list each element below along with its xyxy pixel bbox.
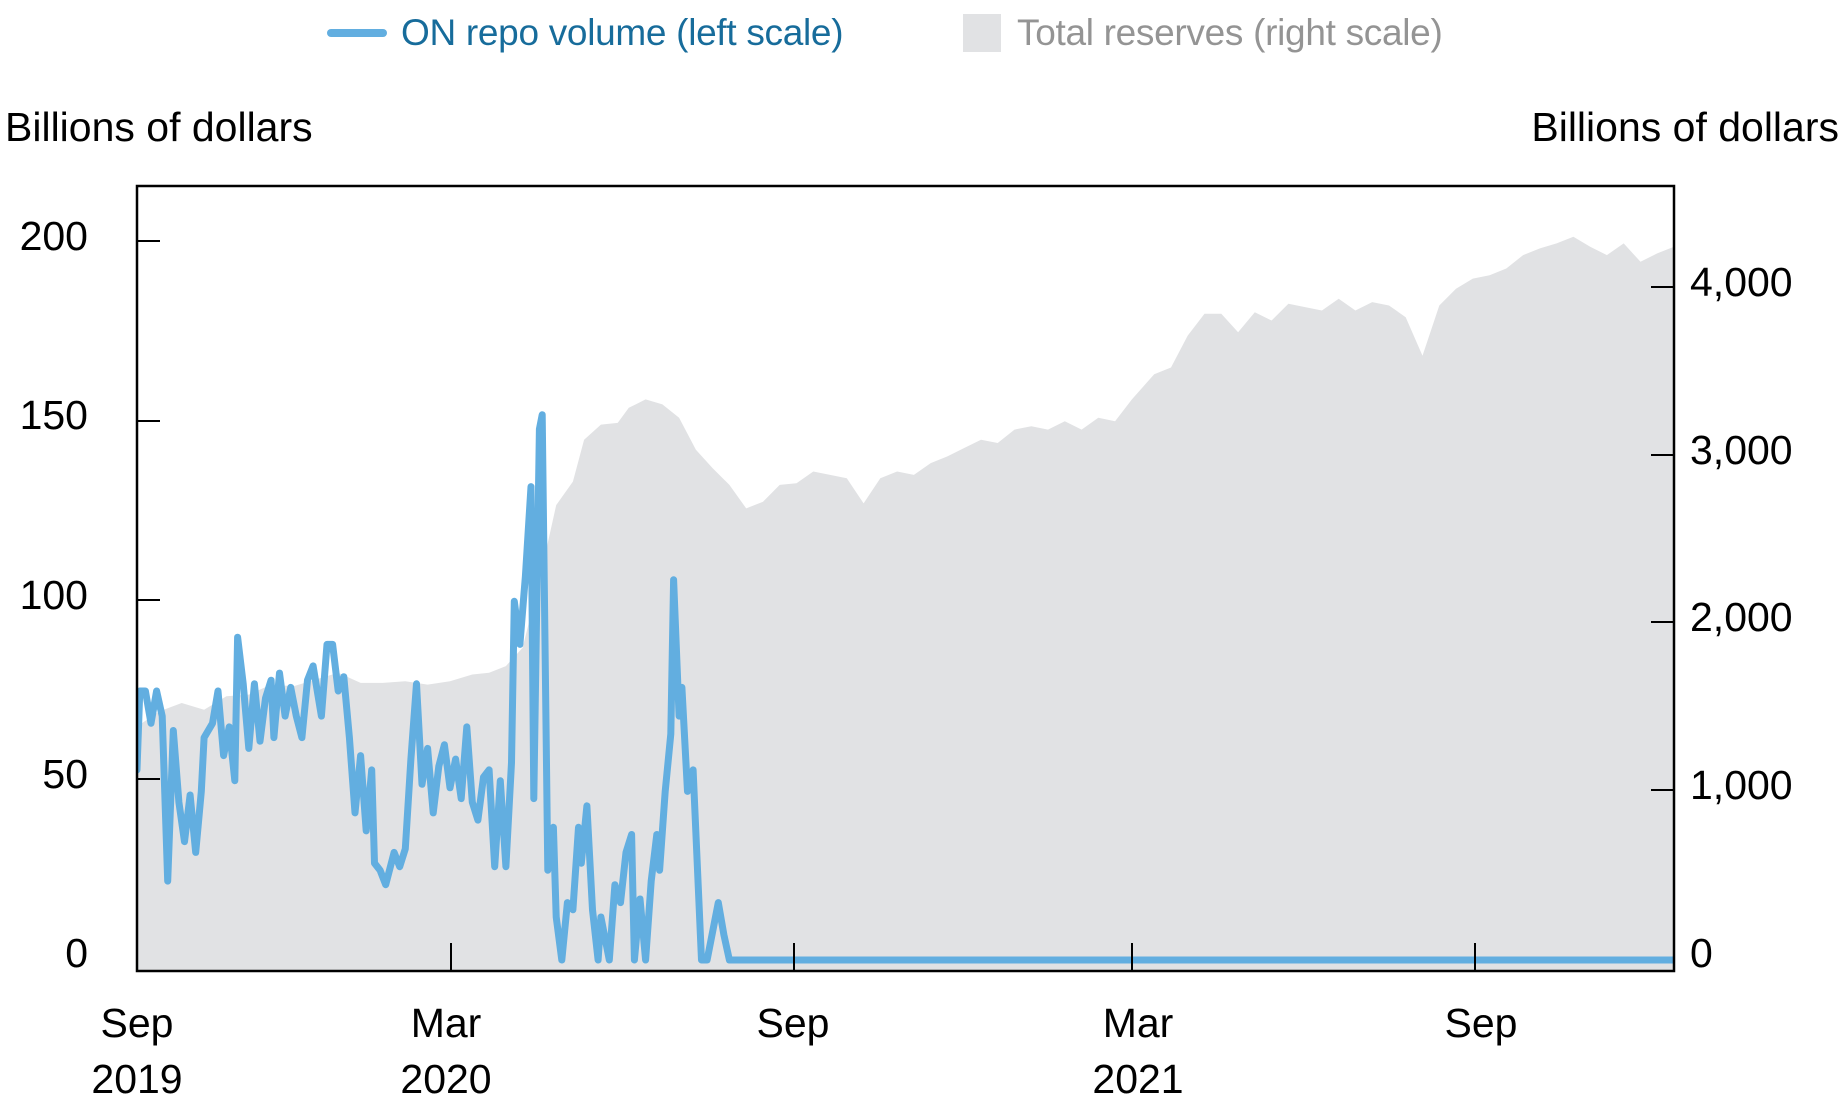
left-tick-200: 200: [19, 213, 88, 259]
x-tick-mar-2020: Mar 2020: [366, 995, 526, 1107]
right-tick-4000: 4,000: [1690, 259, 1793, 305]
x-axis-ticks: [450, 943, 1476, 971]
right-tick-3000: 3,000: [1690, 427, 1793, 473]
on-repo-volume-line: [137, 411, 1674, 964]
left-tick-150: 150: [19, 392, 88, 438]
legend-label-on-repo: ON repo volume (left scale): [401, 12, 844, 53]
left-tick-0: 0: [65, 930, 88, 976]
x-tick-sep-2021: Sep: [1401, 995, 1561, 1051]
left-axis-title: Billions of dollars: [5, 104, 313, 150]
x-tick-month: Sep: [756, 1000, 830, 1046]
plot-frame: [135, 184, 1676, 973]
left-tick-50: 50: [42, 751, 88, 797]
right-tick-0: 0: [1690, 930, 1713, 976]
x-tick-month: Mar: [1102, 1000, 1174, 1046]
x-tick-month: Mar: [410, 1000, 482, 1046]
left-axis-ticks: [137, 240, 160, 780]
x-tick-year: 2021: [1092, 1056, 1184, 1102]
line-swatch-icon: [327, 29, 387, 37]
right-axis-ticks: [1651, 286, 1674, 791]
x-tick-month: Sep: [1444, 1000, 1518, 1046]
x-tick-mar-2021: Mar 2021: [1058, 995, 1218, 1107]
total-reserves-area: [137, 236, 1674, 971]
chart-legend: ON repo volume (left scale) Total reserv…: [0, 8, 1841, 58]
x-tick-month: Sep: [100, 1000, 174, 1046]
left-tick-100: 100: [19, 572, 88, 618]
right-axis-title: Billions of dollars: [1531, 104, 1839, 150]
x-tick-sep-2020: Sep: [713, 995, 873, 1051]
x-tick-year: 2019: [91, 1056, 183, 1102]
legend-item-total-reserves: Total reserves (right scale): [963, 8, 1443, 58]
x-tick-year: 2020: [400, 1056, 492, 1102]
right-tick-1000: 1,000: [1690, 762, 1793, 808]
right-tick-2000: 2,000: [1690, 594, 1793, 640]
legend-label-total-reserves: Total reserves (right scale): [1017, 12, 1443, 53]
x-tick-sep-2019: Sep 2019: [57, 995, 217, 1107]
legend-item-on-repo: ON repo volume (left scale): [327, 8, 844, 58]
area-swatch-icon: [963, 14, 1001, 52]
